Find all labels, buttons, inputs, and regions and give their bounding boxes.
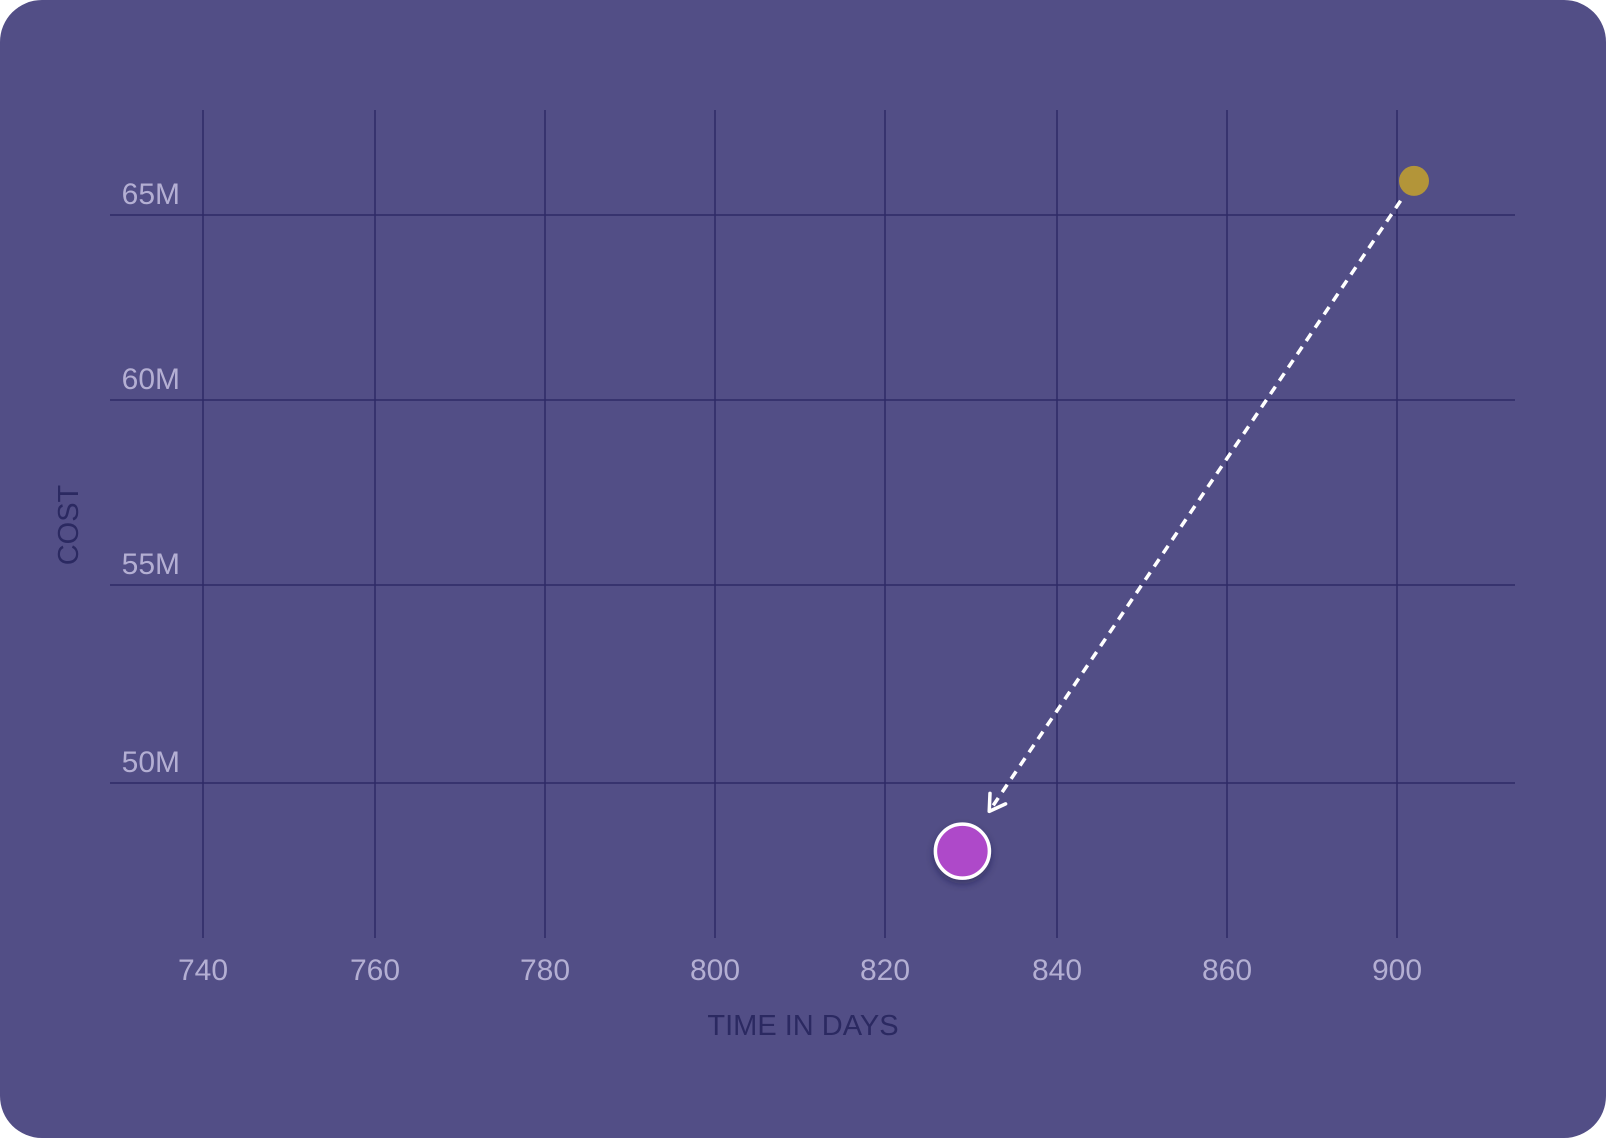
annotation-layer <box>987 199 1403 814</box>
x-tick-820: 820 <box>860 954 910 987</box>
data-point-start <box>1399 165 1429 196</box>
x-tick-labels: 740 760 780 800 820 840 860 900 <box>178 954 1422 987</box>
y-tick-50M: 50M <box>122 746 180 779</box>
x-tick-900: 900 <box>1372 954 1422 987</box>
x-axis-title: TIME IN DAYS <box>707 1010 898 1042</box>
data-point-end <box>933 822 992 880</box>
y-tick-labels: 65M 60M 55M 50M <box>122 178 180 779</box>
data-points <box>933 165 1429 880</box>
y-tick-65M: 65M <box>122 178 180 211</box>
arrow-line <box>987 199 1403 813</box>
x-tick-760: 760 <box>350 954 400 987</box>
grid-lines <box>110 110 1515 938</box>
x-tick-780: 780 <box>520 954 570 987</box>
x-tick-740: 740 <box>178 954 228 987</box>
arrow-head <box>987 791 1008 814</box>
x-tick-840: 840 <box>1032 954 1082 987</box>
x-tick-800: 800 <box>690 954 740 987</box>
y-tick-60M: 60M <box>122 363 180 396</box>
y-tick-55M: 55M <box>122 548 180 581</box>
y-axis-title: COST <box>53 484 85 565</box>
x-tick-860: 860 <box>1202 954 1252 987</box>
